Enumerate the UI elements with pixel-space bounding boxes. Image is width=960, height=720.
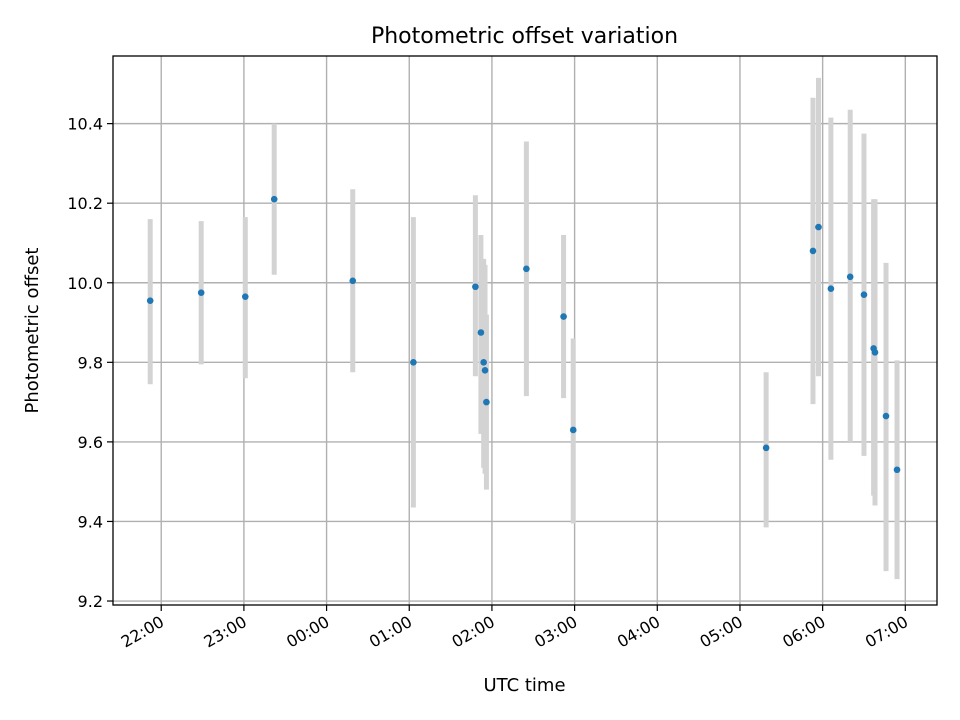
data-point [569, 426, 577, 434]
data-point [146, 297, 154, 304]
data-point [815, 223, 822, 231]
plot-frame [112, 55, 938, 606]
chart-title: Photometric offset variation [371, 24, 678, 49]
data-point [197, 289, 205, 297]
x-tick-label: 00:00 [283, 612, 332, 652]
data-point [410, 359, 417, 366]
data-point [860, 291, 868, 298]
data-point [481, 366, 489, 374]
x-tick-label: 06:00 [779, 612, 828, 652]
x-tick-label: 02:00 [448, 612, 497, 652]
x-tick-label: 01:00 [366, 612, 415, 652]
data-point [827, 285, 835, 293]
data-point [893, 466, 901, 474]
y-tick-label: 9.4 [78, 512, 103, 531]
data-point [560, 313, 567, 320]
y-tick-label: 10.0 [67, 274, 103, 293]
y-tick-label: 10.2 [67, 194, 103, 213]
x-tick-label: 07:00 [862, 612, 911, 652]
y-tick-label: 9.2 [78, 592, 103, 611]
x-axis-label: UTC time [483, 675, 565, 696]
y-tick-label: 10.4 [67, 115, 103, 134]
data-point [472, 283, 479, 291]
y-axis-label: Photometric offset [22, 248, 43, 414]
x-tick-label: 22:00 [118, 612, 167, 652]
data-point [523, 265, 530, 273]
data-point [270, 195, 278, 203]
data-point [762, 444, 770, 452]
data-point [882, 412, 890, 420]
data-points [146, 195, 901, 474]
data-point [477, 329, 485, 336]
error-bars [147, 77, 900, 580]
data-point [871, 349, 879, 356]
data-point [846, 273, 854, 281]
x-tick-label: 04:00 [614, 612, 663, 652]
x-tick-label: 23:00 [200, 612, 249, 652]
axis-ticks: 22:00 23:00 00:00 01:00 02:00 03:00 04:00 05:00… [67, 115, 911, 652]
data-point [480, 359, 487, 366]
y-tick-label: 9.6 [78, 433, 103, 452]
data-point [483, 398, 490, 406]
x-tick-label: 05:00 [697, 612, 746, 652]
data-point [349, 277, 357, 285]
data-point [241, 293, 249, 300]
data-point [809, 247, 817, 255]
y-tick-label: 9.8 [78, 353, 103, 372]
x-tick-label: 03:00 [531, 612, 580, 652]
